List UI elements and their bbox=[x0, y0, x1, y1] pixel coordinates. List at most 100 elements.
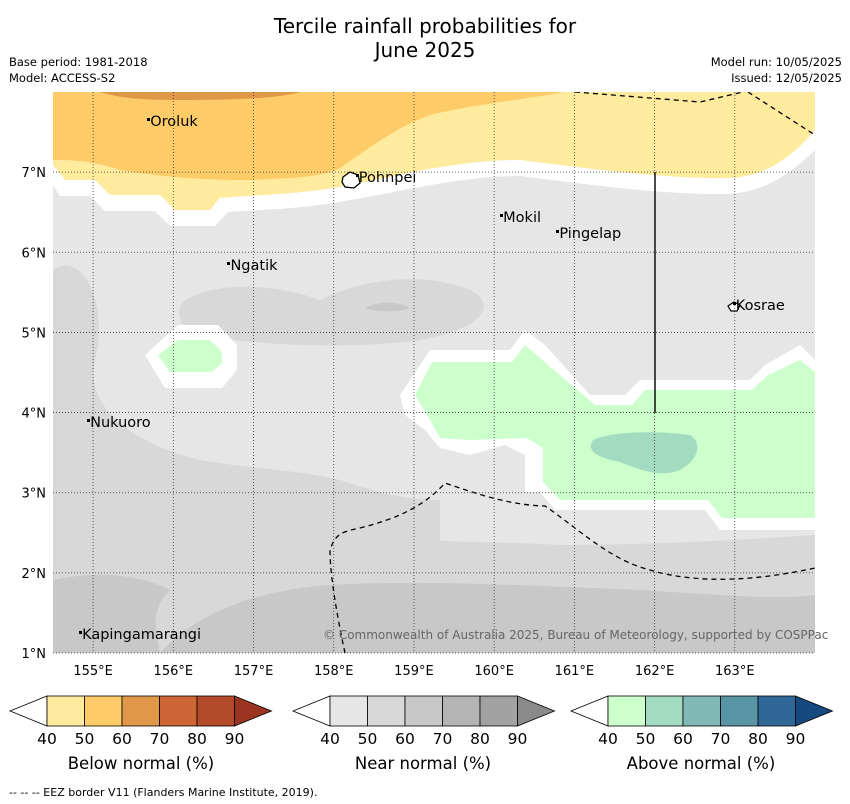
eez-border-northeast bbox=[747, 92, 815, 136]
colorbar-segment bbox=[367, 695, 406, 727]
colorbar-segment bbox=[84, 695, 123, 727]
colorbar-tick-label: 60 bbox=[112, 730, 132, 748]
near-normal-60-region-b bbox=[160, 582, 815, 653]
x-tick-label: 157°E bbox=[234, 664, 274, 679]
colorbar-segment bbox=[159, 695, 198, 727]
y-tick-label: 2°N bbox=[22, 567, 47, 582]
place-label-kosrae: Kosrae bbox=[735, 298, 785, 315]
place-label-nukuoro: Nukuoro bbox=[90, 414, 151, 431]
near-normal-50-region-west bbox=[53, 265, 440, 653]
model-run: Model run: 10/05/2025 bbox=[710, 55, 842, 69]
colorbar-min-extend bbox=[569, 695, 609, 727]
place-label-ngatik: Ngatik bbox=[230, 258, 278, 275]
x-tick-label: 162°E bbox=[635, 664, 675, 679]
near-normal-60-region-a bbox=[53, 574, 170, 653]
above-normal-west-region bbox=[158, 340, 222, 372]
island-marker bbox=[556, 230, 560, 234]
colorbar-below-label: Below normal (%) bbox=[67, 754, 215, 773]
below-normal-boundary-band bbox=[53, 130, 815, 226]
colorbar-segment bbox=[121, 695, 160, 727]
base-period: Base period: 1981-2018 bbox=[9, 55, 148, 69]
place-label-mokil: Mokil bbox=[503, 210, 542, 227]
pohnpei-island bbox=[341, 171, 361, 189]
island-marker bbox=[227, 262, 231, 266]
y-tick-label: 3°N bbox=[22, 487, 47, 502]
colorbar-tick-label: 70 bbox=[710, 730, 731, 748]
island-marker bbox=[500, 214, 504, 218]
colorbar-segment bbox=[757, 695, 796, 727]
colorbar-tick-label: 50 bbox=[357, 730, 378, 748]
colorbar-min-extend bbox=[291, 695, 331, 727]
colorbar-tick-label: 80 bbox=[748, 730, 768, 748]
title-line-2: June 2025 bbox=[374, 38, 476, 62]
colorbar-segment bbox=[720, 695, 759, 727]
below-normal-60-region bbox=[100, 92, 300, 100]
island-marker bbox=[732, 302, 736, 306]
axis-ticks: 155°E 156°E 157°E 158°E 159°E 160°E 161°E 162°E… bbox=[22, 166, 755, 679]
colorbars bbox=[8, 695, 834, 727]
place-label-pohnpei: Pohnpei bbox=[358, 170, 417, 187]
colorbar-max-extend bbox=[517, 695, 556, 727]
colorbar-below-normal bbox=[8, 695, 273, 727]
colorbar-segment bbox=[479, 695, 518, 727]
title-line-1: Tercile rainfall probabilities for bbox=[273, 14, 577, 38]
y-tick-label: 4°N bbox=[22, 407, 47, 422]
colorbar-segment bbox=[682, 695, 721, 727]
place-label-pingelap: Pingelap bbox=[559, 226, 622, 243]
colorbar-tick-label: 40 bbox=[598, 730, 618, 748]
colorbar-tick-label: 70 bbox=[432, 730, 453, 748]
model-name: Model: ACCESS-S2 bbox=[9, 71, 116, 85]
island-marker bbox=[355, 174, 359, 178]
colorbar-above-normal bbox=[569, 695, 834, 727]
eez-border-north bbox=[574, 92, 746, 103]
colorbar-segment bbox=[404, 695, 443, 727]
colorbar-max-extend bbox=[234, 695, 273, 727]
x-tick-label: 163°E bbox=[715, 664, 755, 679]
colorbar-max-extend bbox=[795, 695, 834, 727]
colorbar-tick-label: 50 bbox=[74, 730, 95, 748]
below-normal-50-region bbox=[53, 92, 565, 180]
island-marker bbox=[79, 630, 83, 634]
probability-shading bbox=[53, 92, 815, 653]
colorbar-tick-label: 80 bbox=[187, 730, 207, 748]
issued-date: Issued: 12/05/2025 bbox=[731, 71, 842, 85]
colorbar-segment bbox=[607, 695, 646, 727]
colorbar-above-label: Above normal (%) bbox=[626, 754, 776, 773]
colorbar-tick-label: 60 bbox=[395, 730, 415, 748]
colorbar-tick-label: 60 bbox=[673, 730, 693, 748]
colorbar-tick-label: 90 bbox=[507, 730, 528, 748]
meta-left: Base period: 1981-2018 Model: ACCESS-S2 bbox=[9, 54, 148, 86]
above-normal-40-region bbox=[415, 345, 815, 518]
x-tick-label: 159°E bbox=[394, 664, 434, 679]
y-tick-label: 7°N bbox=[22, 166, 47, 181]
above-normal-50-region bbox=[590, 432, 698, 474]
colorbar-near-label: Near normal (%) bbox=[354, 754, 492, 773]
colorbar-tick-label: 80 bbox=[470, 730, 490, 748]
colorbar-tick-label: 70 bbox=[149, 730, 170, 748]
y-tick-label: 6°N bbox=[22, 246, 47, 261]
colorbar-segment bbox=[645, 695, 684, 727]
x-tick-label: 155°E bbox=[73, 664, 113, 679]
island-marker bbox=[147, 118, 151, 122]
colorbar-segment bbox=[196, 695, 235, 727]
colorbar-tick-label: 40 bbox=[37, 730, 57, 748]
x-tick-label: 160°E bbox=[474, 664, 514, 679]
colorbar-tick-label: 50 bbox=[635, 730, 656, 748]
island-marker bbox=[87, 418, 91, 422]
x-tick-label: 161°E bbox=[555, 664, 595, 679]
x-tick-label: 156°E bbox=[154, 664, 194, 679]
graticule bbox=[53, 92, 815, 654]
place-label-oroluk: Oroluk bbox=[150, 114, 198, 131]
place-label-kapingamarangi: Kapingamarangi bbox=[82, 626, 201, 643]
near-normal-50-region-central bbox=[178, 279, 484, 346]
meta-right: Model run: 10/05/2025 Issued: 12/05/2025 bbox=[711, 54, 842, 86]
colorbar-tick-label: 40 bbox=[320, 730, 340, 748]
colorbar-min-extend bbox=[8, 695, 48, 727]
colorbar-near-normal bbox=[291, 695, 556, 727]
x-tick-label: 158°E bbox=[314, 664, 354, 679]
colorbar-segment bbox=[442, 695, 481, 727]
colorbar-tick-label: 90 bbox=[785, 730, 806, 748]
map-title: Tercile rainfall probabilities for June … bbox=[0, 14, 850, 62]
colorbar-segment bbox=[329, 695, 368, 727]
y-tick-label: 5°N bbox=[22, 326, 47, 341]
